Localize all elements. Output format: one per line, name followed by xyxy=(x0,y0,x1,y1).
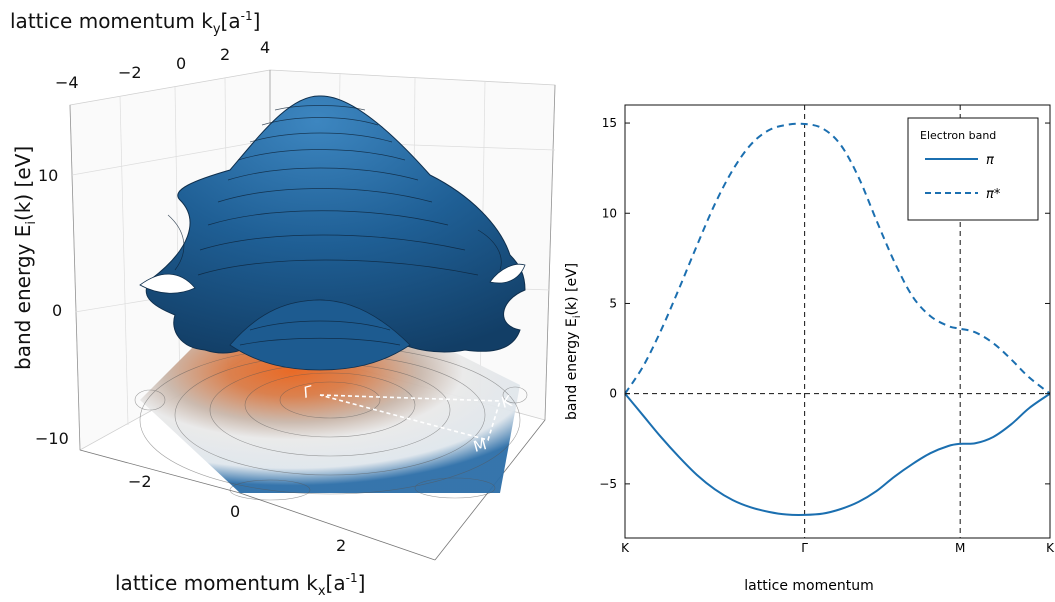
kx-tick: −2 xyxy=(128,472,152,491)
kx-tick: 2 xyxy=(336,536,346,555)
ky-tick: −4 xyxy=(55,73,79,92)
ky-tick: 0 xyxy=(176,54,186,73)
z-tick: −10 xyxy=(35,429,69,448)
ky-tick: 4 xyxy=(260,38,270,57)
y-tick-label: −5 xyxy=(599,477,617,491)
series-line-pi xyxy=(624,392,1051,516)
y-tick-label: 0 xyxy=(609,387,617,401)
x-tick-label: M xyxy=(955,541,965,555)
ky-tick: −2 xyxy=(118,63,142,82)
x-tick-label: K xyxy=(1046,541,1055,555)
y-tick-label: 15 xyxy=(602,116,617,130)
plot-frame xyxy=(624,104,1051,539)
z-tick: 0 xyxy=(52,301,62,320)
band-surface-3d-chart: Γ K M lattice momentum ky[a-1] −4 xyxy=(10,9,556,599)
y-tick-label: 10 xyxy=(602,206,617,220)
kx-tick: 0 xyxy=(230,502,240,521)
x-axis-title: lattice momentum xyxy=(744,578,873,594)
z-axis: 10 0 −10 band energy Ei(k) [eV] xyxy=(11,146,69,448)
z-tick: 10 xyxy=(38,166,58,185)
ky-axis: lattice momentum ky[a-1] −4 −2 0 2 4 xyxy=(10,9,270,92)
x-tick-label: K xyxy=(621,541,630,555)
z-axis-title: band energy Ei(k) [eV] xyxy=(11,146,39,370)
m-point-label: M xyxy=(471,435,488,456)
legend: Electron band π π* xyxy=(907,117,1039,221)
chart-series xyxy=(624,122,1051,516)
series-line-pi-star xyxy=(624,122,1051,395)
x-tick-label: Γ xyxy=(801,541,808,555)
chart-axes: K Γ M K −5 0 5 10 15 xyxy=(599,104,1055,555)
kx-axis-title: lattice momentum kx[a-1] xyxy=(115,571,365,599)
band-surface xyxy=(139,95,526,371)
legend-entry-pi-star: π* xyxy=(986,187,1001,202)
ky-tick: 2 xyxy=(220,45,230,64)
ky-axis-title: lattice momentum ky[a-1] xyxy=(10,9,260,37)
floor-contour-plot: Γ K M xyxy=(134,340,528,501)
legend-entry-pi: π xyxy=(986,153,994,168)
y-tick-label: 5 xyxy=(609,296,617,310)
legend-title: Electron band xyxy=(920,129,996,142)
band-structure-chart: K Γ M K −5 0 5 10 15 lattice momentum band energ… xyxy=(564,104,1055,594)
y-axis-title: band energy Ei(k) [eV] xyxy=(564,263,583,420)
kx-axis: −2 0 2 lattice momentum kx[a-1] xyxy=(115,472,365,599)
